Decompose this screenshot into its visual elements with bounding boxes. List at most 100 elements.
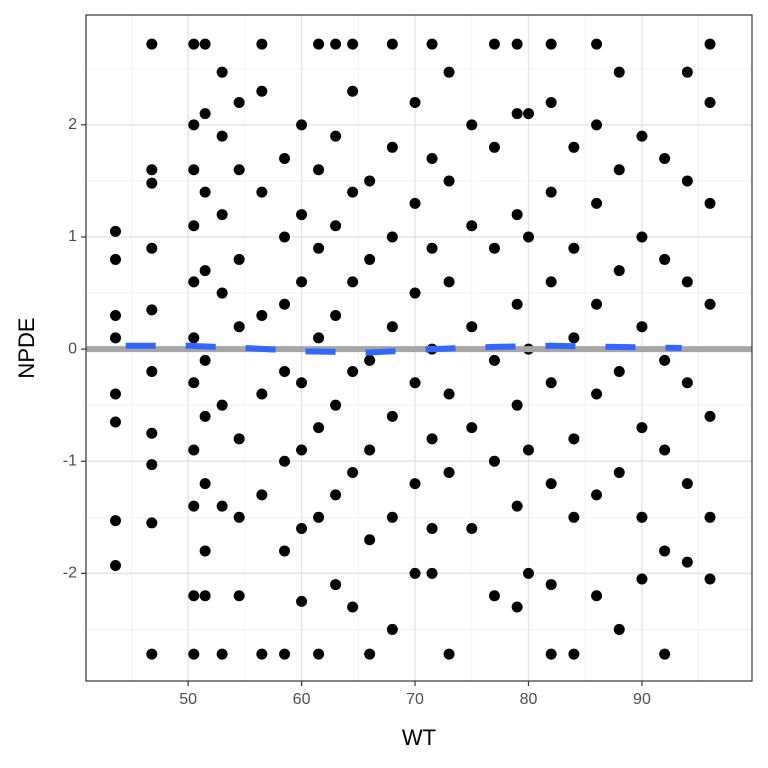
point (330, 579, 342, 591)
point (364, 253, 376, 265)
point (636, 130, 648, 142)
y-tick-label: 1 (68, 228, 77, 245)
point (426, 567, 438, 579)
point (488, 590, 500, 602)
point (279, 648, 291, 660)
point (426, 153, 438, 165)
point (386, 38, 398, 50)
point (443, 276, 455, 288)
point (591, 298, 603, 310)
point (426, 433, 438, 445)
y-axis-title: NPDE (14, 317, 39, 378)
y-tick-label: 2 (68, 116, 77, 133)
point (256, 85, 268, 97)
point (409, 287, 421, 299)
point (216, 66, 228, 78)
point (613, 466, 625, 478)
point (330, 399, 342, 411)
point (109, 560, 121, 572)
point (659, 444, 671, 456)
point (364, 175, 376, 187)
point (296, 209, 308, 221)
point (256, 186, 268, 198)
point (636, 511, 648, 523)
point (681, 276, 693, 288)
point (409, 567, 421, 579)
point (146, 304, 158, 316)
point (591, 38, 603, 50)
point (216, 287, 228, 299)
point (511, 601, 523, 613)
point (659, 545, 671, 557)
point (659, 648, 671, 660)
point (146, 648, 158, 660)
point (409, 197, 421, 209)
point (347, 366, 359, 378)
point (146, 164, 158, 176)
point (233, 433, 245, 445)
point (613, 265, 625, 277)
point (659, 253, 671, 265)
point (522, 444, 534, 456)
point (296, 444, 308, 456)
y-tick-label: 0 (68, 340, 77, 357)
point (347, 186, 359, 198)
point (188, 119, 200, 131)
point (256, 648, 268, 660)
point (568, 511, 580, 523)
point (347, 85, 359, 97)
point (409, 96, 421, 108)
point (296, 523, 308, 535)
point (330, 220, 342, 232)
point (216, 500, 228, 512)
point (466, 523, 478, 535)
point (216, 209, 228, 221)
point (109, 253, 121, 265)
point (704, 410, 716, 422)
point (364, 354, 376, 366)
point (313, 332, 325, 344)
point (511, 108, 523, 120)
point (568, 433, 580, 445)
point (188, 377, 200, 389)
point (199, 186, 211, 198)
point (511, 500, 523, 512)
x-axis-title: WT (402, 725, 436, 750)
point (347, 466, 359, 478)
point (545, 478, 557, 490)
point (330, 489, 342, 501)
point (199, 108, 211, 120)
point (199, 265, 211, 277)
point (330, 309, 342, 321)
point (313, 648, 325, 660)
point (146, 366, 158, 378)
panel-border (85, 14, 753, 682)
point (313, 38, 325, 50)
point (488, 354, 500, 366)
point (488, 455, 500, 467)
point (568, 648, 580, 660)
x-tick-label: 80 (520, 691, 538, 708)
point (296, 119, 308, 131)
point (681, 377, 693, 389)
point (188, 648, 200, 660)
point (545, 38, 557, 50)
point (199, 410, 211, 422)
point (636, 573, 648, 585)
point (511, 38, 523, 50)
point (109, 225, 121, 237)
x-tick-label: 60 (293, 691, 311, 708)
point (233, 511, 245, 523)
point (386, 410, 398, 422)
point (704, 573, 716, 585)
point (591, 119, 603, 131)
point (386, 321, 398, 333)
point (568, 332, 580, 344)
point (279, 455, 291, 467)
point (364, 444, 376, 456)
point (364, 648, 376, 660)
point (466, 220, 478, 232)
point (386, 231, 398, 243)
